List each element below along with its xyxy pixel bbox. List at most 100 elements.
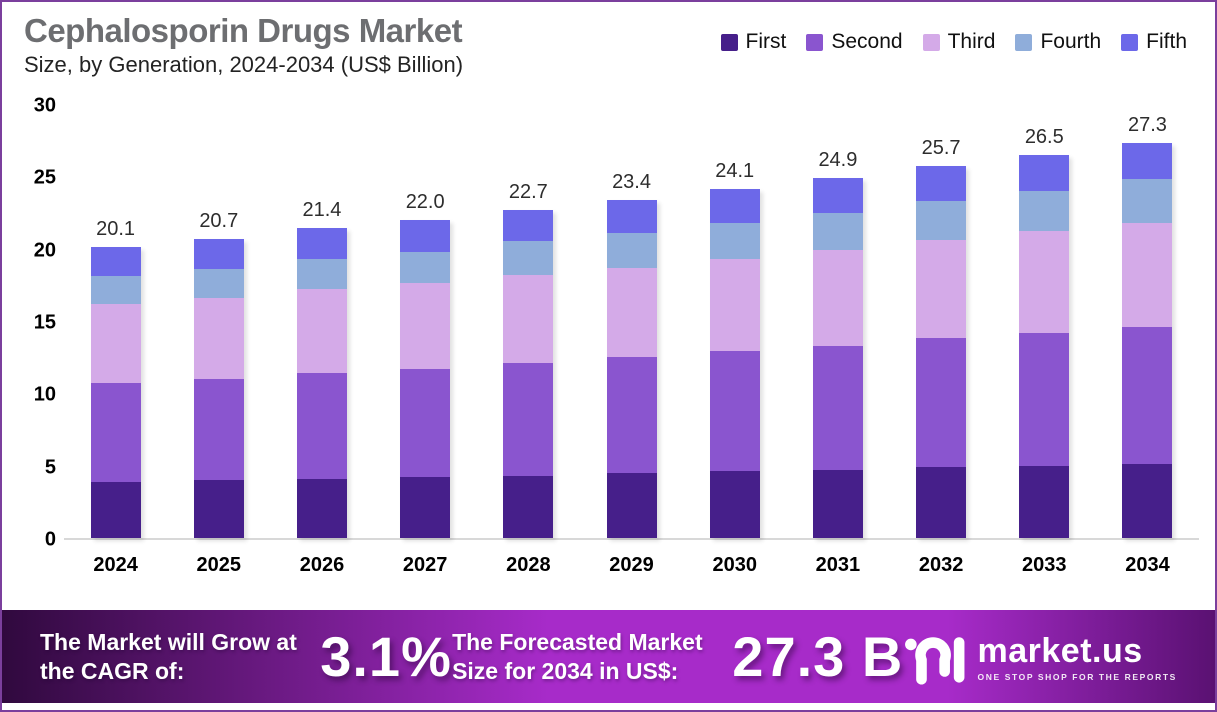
cagr-value: 3.1% bbox=[320, 625, 452, 688]
bar-segment-fourth bbox=[812, 212, 863, 251]
bar-group-2032: 25.7 bbox=[890, 106, 993, 538]
bar-segment-second bbox=[1019, 332, 1070, 466]
bar-segment-fourth bbox=[503, 241, 554, 275]
legend-item-first: First bbox=[720, 30, 786, 54]
bar-segment-second bbox=[606, 357, 657, 473]
chart-area: 0 5 10 15 20 25 30 20.1 20.7 21.4 22.0 22.7 23.4 24.… bbox=[18, 95, 1199, 577]
bar-stack bbox=[1019, 154, 1070, 538]
bar-segment-second bbox=[812, 345, 863, 471]
bar-group-2026: 21.4 bbox=[270, 106, 373, 538]
bar-segment-third bbox=[709, 258, 760, 352]
y-tick-label: 10 bbox=[33, 383, 56, 406]
x-axis: 2024 2025 2026 2027 2028 2029 2030 2031 2032 2033… bbox=[64, 554, 1199, 577]
bar-group-2034: 27.3 bbox=[1096, 106, 1199, 538]
y-tick-label: 15 bbox=[33, 311, 56, 334]
legend-swatch-first bbox=[720, 33, 738, 51]
bar-segment-fourth bbox=[1122, 179, 1173, 223]
x-tick-label: 2026 bbox=[299, 554, 345, 576]
marketus-logo-mark bbox=[904, 636, 964, 685]
bar-segment-second bbox=[193, 378, 244, 481]
bar-segment-fourth bbox=[193, 268, 244, 298]
x-tick-label: 2034 bbox=[1125, 554, 1170, 576]
bar-segment-first bbox=[503, 475, 554, 538]
bar-segment-fourth bbox=[916, 200, 967, 241]
bar-total-label: 24.9 bbox=[818, 148, 858, 171]
bar-segment-fifth bbox=[503, 209, 554, 242]
bar-segment-third bbox=[296, 289, 347, 374]
cagr-label: The Market will Grow at the CAGR of: bbox=[40, 629, 297, 684]
bars-row: 20.1 20.7 21.4 22.0 22.7 23.4 24.1 24.9 25.7 26.5… bbox=[64, 106, 1199, 538]
bar-segment-third bbox=[400, 283, 451, 369]
bar-segment-fourth bbox=[709, 222, 760, 259]
bar-segment-third bbox=[1122, 222, 1173, 327]
bar-segment-first bbox=[193, 480, 244, 538]
x-tick-label: 2029 bbox=[609, 554, 654, 576]
bar-stack bbox=[606, 199, 657, 538]
bar-stack bbox=[296, 228, 347, 538]
x-tick-label: 2025 bbox=[196, 554, 242, 576]
bar-stack bbox=[400, 219, 451, 538]
y-tick-label: 30 bbox=[33, 94, 56, 117]
bar-stack bbox=[503, 209, 554, 538]
bar-segment-fourth bbox=[400, 251, 451, 284]
bar-group-2028: 22.7 bbox=[477, 106, 580, 538]
legend: First Second Third Fourth Fifth bbox=[720, 30, 1187, 54]
bar-segment-third bbox=[812, 250, 863, 346]
y-axis: 0 5 10 15 20 25 30 bbox=[18, 95, 56, 551]
legend-swatch-fourth bbox=[1015, 33, 1033, 51]
bar-segment-first bbox=[296, 478, 347, 538]
bar-segment-fifth bbox=[916, 166, 967, 201]
forecast-label: The Forecasted Market Size for 2034 in U… bbox=[452, 629, 703, 684]
bar-segment-first bbox=[709, 471, 760, 538]
marketus-logo: market.us ONE STOP SHOP FOR THE REPORTS bbox=[904, 629, 1177, 685]
forecast-value: 27.3 B bbox=[732, 625, 904, 688]
bar-total-label: 25.7 bbox=[921, 137, 961, 160]
bar-group-2024: 20.1 bbox=[64, 106, 167, 538]
x-tick-label: 2028 bbox=[506, 554, 551, 576]
marketus-logo-tagline: ONE STOP SHOP FOR THE REPORTS bbox=[977, 671, 1177, 682]
bar-segment-fifth bbox=[90, 247, 141, 277]
bar-stack bbox=[812, 177, 863, 538]
bar-stack bbox=[90, 247, 141, 538]
legend-swatch-second bbox=[806, 33, 824, 51]
bar-segment-second bbox=[296, 373, 347, 479]
bar-segment-first bbox=[1019, 465, 1070, 538]
legend-swatch-third bbox=[922, 33, 940, 51]
bar-total-label: 20.7 bbox=[199, 209, 239, 232]
x-tick-label: 2030 bbox=[712, 554, 757, 576]
bar-total-label: 26.5 bbox=[1024, 125, 1064, 148]
bar-stack bbox=[709, 189, 760, 538]
legend-label: Second bbox=[831, 30, 903, 53]
plot-area: 20.1 20.7 21.4 22.0 22.7 23.4 24.1 24.9 25.7 26.5… bbox=[64, 106, 1199, 540]
bar-segment-third bbox=[1019, 231, 1070, 333]
bar-group-2030: 24.1 bbox=[683, 106, 786, 538]
bar-segment-fifth bbox=[812, 177, 863, 213]
x-tick-label: 2027 bbox=[402, 554, 448, 576]
bar-stack bbox=[193, 238, 244, 538]
y-tick-label: 20 bbox=[33, 239, 56, 262]
bar-segment-first bbox=[812, 470, 863, 538]
legend-item-fifth: Fifth bbox=[1121, 30, 1187, 54]
bar-segment-second bbox=[90, 383, 141, 482]
x-tick-label: 2024 bbox=[93, 554, 138, 576]
bar-segment-first bbox=[1122, 464, 1173, 538]
bar-total-label: 23.4 bbox=[612, 170, 651, 193]
bar-segment-fifth bbox=[400, 219, 451, 252]
bar-segment-first bbox=[916, 467, 967, 538]
bar-segment-first bbox=[90, 481, 141, 538]
legend-swatch-fifth bbox=[1121, 33, 1139, 51]
bar-segment-third bbox=[916, 240, 967, 339]
bar-segment-fifth bbox=[606, 199, 657, 233]
legend-item-fourth: Fourth bbox=[1015, 30, 1101, 54]
bar-segment-fifth bbox=[193, 238, 244, 269]
bar-segment-fifth bbox=[296, 228, 347, 259]
bar-stack bbox=[916, 166, 967, 538]
bar-segment-fourth bbox=[296, 258, 347, 290]
bar-total-label: 21.4 bbox=[302, 199, 342, 222]
bar-segment-first bbox=[606, 472, 657, 538]
bar-segment-fifth bbox=[1019, 154, 1070, 191]
bar-total-label: 22.7 bbox=[508, 180, 548, 203]
bar-total-label: 20.1 bbox=[96, 218, 136, 241]
bar-group-2029: 23.4 bbox=[580, 106, 683, 538]
